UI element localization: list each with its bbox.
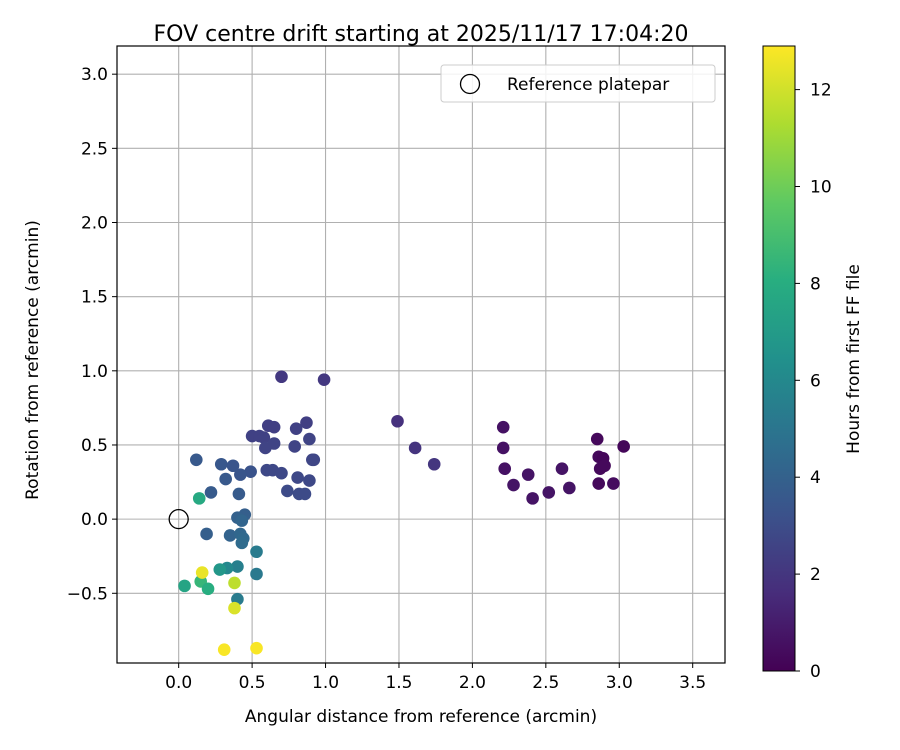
scatter-point <box>521 468 535 481</box>
scatter-point <box>281 484 294 498</box>
scatter-point <box>250 567 263 581</box>
scatter-point <box>259 441 272 455</box>
colorbar-gradient <box>762 45 796 672</box>
colorbar: 0 2 4 6 8 10 12 Hours from first FF file <box>762 45 864 682</box>
scatter-point <box>232 487 246 501</box>
scatter-point <box>598 459 611 473</box>
scatter-point <box>275 370 288 384</box>
scatter-point <box>234 468 247 481</box>
scatter-point <box>526 492 539 505</box>
colorbar-tick-label: 10 <box>810 178 832 198</box>
plot-frame <box>116 45 726 664</box>
colorbar-label: Hours from first FF file <box>844 264 864 454</box>
x-tick-label: 2.0 <box>459 673 486 693</box>
scatter-point <box>496 441 510 455</box>
scatter-point <box>563 481 576 495</box>
scatter-point <box>192 492 206 505</box>
x-tick-label: 3.0 <box>606 673 633 693</box>
scatter-point <box>201 582 215 596</box>
x-tick-label: 1.0 <box>312 673 339 693</box>
scatter-point <box>231 560 244 573</box>
scatter-point <box>275 466 288 480</box>
scatter-point <box>226 459 240 473</box>
x-tick-label: 1.5 <box>385 673 412 693</box>
y-tick-label: 0.5 <box>81 436 108 456</box>
y-axis-label: Rotation from reference (arcmin) <box>23 220 43 500</box>
scatter-point <box>317 373 331 387</box>
scatter-point <box>228 576 241 590</box>
x-axis-ticks: 0.0 0.5 1.0 1.5 2.0 2.5 3.0 3.5 <box>165 663 706 693</box>
y-axis-ticks: −0.5 0.0 0.5 1.0 1.5 2.0 2.5 3.0 <box>67 65 117 604</box>
scatter-point <box>190 453 203 467</box>
scatter-point <box>542 486 556 499</box>
y-tick-label: 1.0 <box>81 362 108 382</box>
colorbar-ticks: 0 2 4 6 8 10 12 <box>795 81 832 682</box>
scatter-point <box>427 457 441 471</box>
scatter-point <box>267 420 281 434</box>
y-tick-label: −0.5 <box>67 584 108 604</box>
grid-lines <box>117 46 725 663</box>
scatter-point <box>257 431 271 444</box>
scatter-point <box>298 487 312 501</box>
legend-entry-label: Reference platepar <box>507 75 669 95</box>
y-tick-label: 3.0 <box>81 65 108 85</box>
scatter-point <box>223 529 237 542</box>
scatter-point <box>303 474 316 487</box>
legend-box <box>440 64 716 103</box>
scatter-point <box>213 563 227 576</box>
scatter-point <box>288 440 302 453</box>
y-tick-label: 2.0 <box>81 213 108 233</box>
scatter-point <box>235 536 249 550</box>
scatter-point <box>555 462 569 476</box>
scatter-point <box>217 643 231 656</box>
scatter-point <box>289 422 303 435</box>
data-points <box>178 370 630 656</box>
reference-point <box>168 508 189 530</box>
colorbar-tick-label: 12 <box>810 81 832 101</box>
scatter-point <box>178 579 191 593</box>
x-tick-label: 2.5 <box>532 673 559 693</box>
scatter-point <box>204 486 218 499</box>
scatter-point <box>607 477 620 490</box>
legend-marker-icon <box>459 73 481 95</box>
x-tick-label: 0.5 <box>239 673 266 693</box>
scatter-point <box>235 514 249 527</box>
scatter-point <box>408 441 422 455</box>
scatter-point <box>244 465 257 478</box>
legend: Reference platepar <box>440 64 716 103</box>
scatter-point <box>590 432 604 446</box>
x-axis-label: Angular distance from reference (arcmin) <box>245 707 597 727</box>
scatter-point <box>250 545 263 559</box>
scatter-point <box>228 601 241 615</box>
scatter-point <box>391 414 404 428</box>
colorbar-tick-label: 6 <box>810 371 821 391</box>
scatter-point <box>498 462 512 476</box>
y-tick-label: 1.5 <box>81 288 108 308</box>
scatter-point <box>303 432 316 446</box>
x-tick-label: 0.0 <box>165 673 192 693</box>
colorbar-tick-label: 8 <box>810 274 821 294</box>
reference-marker-icon <box>168 508 189 530</box>
scatter-point <box>307 453 321 467</box>
y-tick-label: 2.5 <box>81 139 108 159</box>
scatter-point <box>617 440 630 453</box>
scatter-point <box>250 641 263 655</box>
colorbar-tick-label: 0 <box>810 662 821 682</box>
scatter-point <box>496 420 510 434</box>
y-tick-label: 0.0 <box>81 510 108 530</box>
scatter-point <box>507 478 520 492</box>
scatter-point <box>592 477 606 490</box>
x-tick-label: 3.5 <box>679 673 706 693</box>
scatter-point <box>300 416 313 430</box>
scatter-point <box>195 566 209 579</box>
colorbar-tick-label: 4 <box>810 468 821 488</box>
scatter-point <box>219 472 232 486</box>
scatter-point <box>291 471 304 484</box>
colorbar-tick-label: 2 <box>810 565 821 585</box>
scatter-point <box>200 527 213 541</box>
scatter-point <box>214 457 228 471</box>
chart-title: FOV centre drift starting at 2025/11/17 … <box>154 22 689 47</box>
